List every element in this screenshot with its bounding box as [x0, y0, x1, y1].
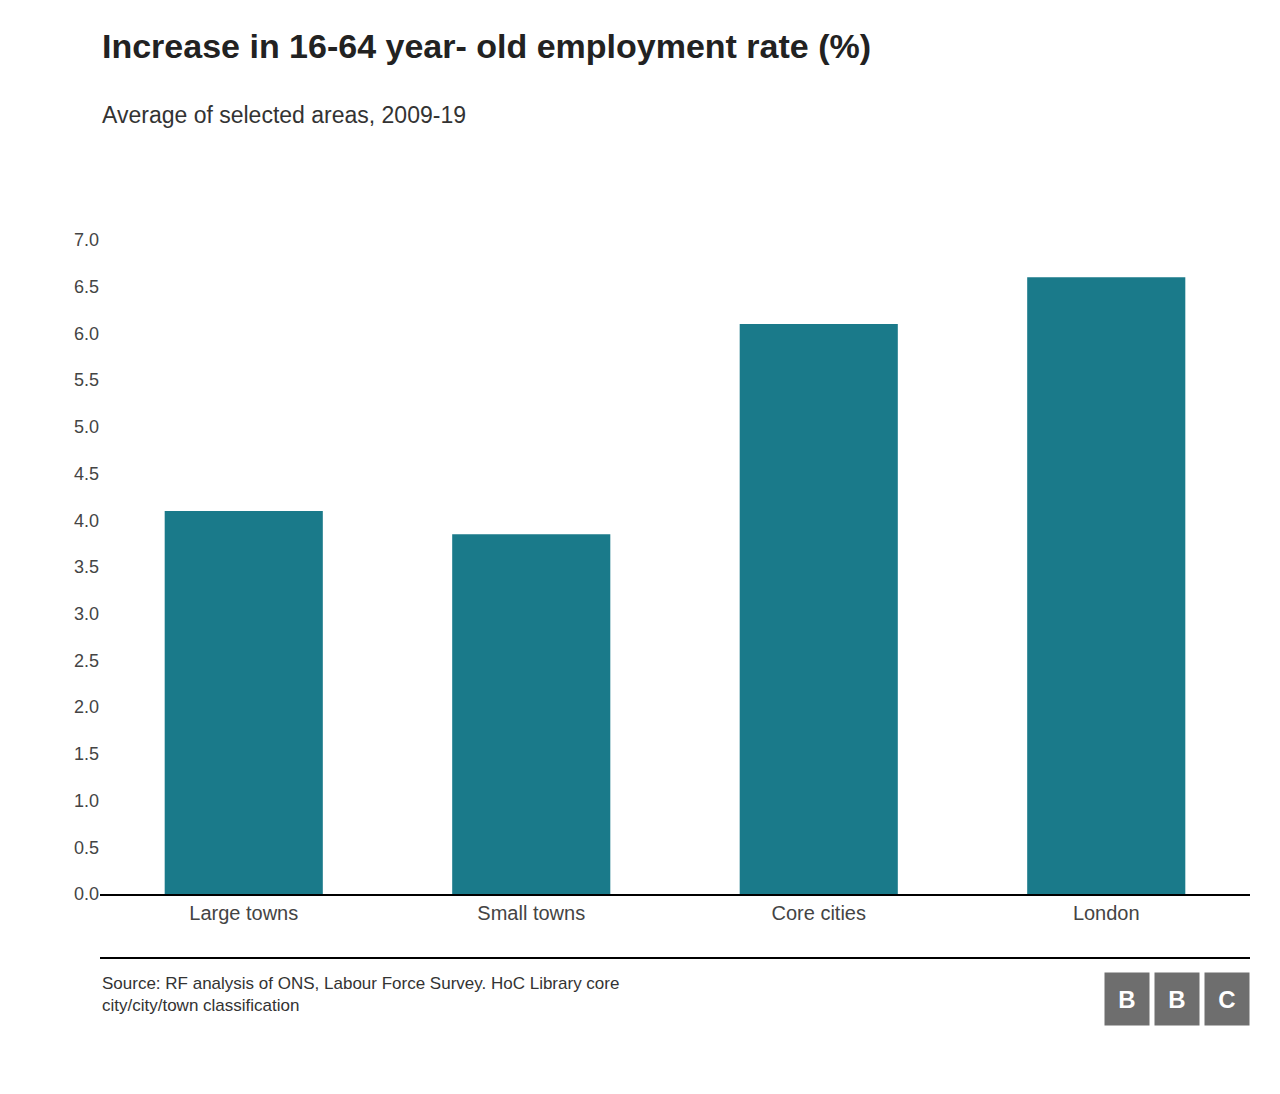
- svg-text:2.0: 2.0: [74, 697, 99, 717]
- svg-text:3.0: 3.0: [74, 604, 99, 624]
- svg-text:0.0: 0.0: [74, 884, 99, 904]
- svg-text:Average of selected areas, 200: Average of selected areas, 2009-19: [102, 102, 466, 128]
- svg-text:Large towns: Large towns: [189, 902, 298, 924]
- svg-text:5.5: 5.5: [74, 370, 99, 390]
- svg-text:7.0: 7.0: [74, 230, 99, 250]
- svg-text:6.5: 6.5: [74, 277, 99, 297]
- svg-text:London: London: [1073, 902, 1140, 924]
- svg-text:1.0: 1.0: [74, 791, 99, 811]
- svg-text:6.0: 6.0: [74, 324, 99, 344]
- svg-text:Increase in 16-64 year- old em: Increase in 16-64 year- old employment r…: [102, 27, 871, 65]
- svg-text:B: B: [1118, 986, 1135, 1013]
- svg-text:C: C: [1218, 986, 1235, 1013]
- svg-text:4.5: 4.5: [74, 464, 99, 484]
- svg-text:0.5: 0.5: [74, 838, 99, 858]
- svg-text:Core cities: Core cities: [772, 902, 866, 924]
- svg-text:B: B: [1168, 986, 1185, 1013]
- svg-text:5.0: 5.0: [74, 417, 99, 437]
- svg-text:1.5: 1.5: [74, 744, 99, 764]
- svg-text:Small towns: Small towns: [477, 902, 585, 924]
- svg-text:3.5: 3.5: [74, 557, 99, 577]
- svg-text:2.5: 2.5: [74, 651, 99, 671]
- svg-text:4.0: 4.0: [74, 511, 99, 531]
- svg-text:Source: RF analysis of ONS, La: Source: RF analysis of ONS, Labour Force…: [102, 974, 619, 1015]
